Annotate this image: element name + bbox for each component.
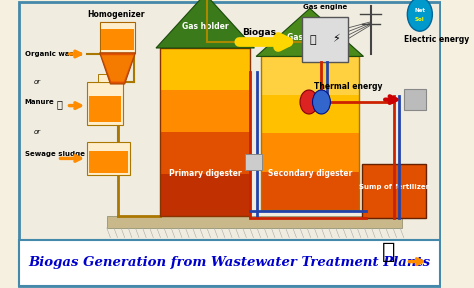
Text: 🐄: 🐄 xyxy=(56,99,63,109)
Text: Manure: Manure xyxy=(25,99,55,105)
Polygon shape xyxy=(156,0,255,48)
Text: Primary digester: Primary digester xyxy=(169,170,242,179)
FancyBboxPatch shape xyxy=(404,89,426,110)
Text: 🚜: 🚜 xyxy=(382,242,395,262)
FancyBboxPatch shape xyxy=(161,174,250,216)
Text: or: or xyxy=(34,79,41,85)
Circle shape xyxy=(300,90,318,114)
Circle shape xyxy=(312,90,330,114)
Text: 👤: 👤 xyxy=(309,35,316,45)
Polygon shape xyxy=(101,55,134,82)
FancyBboxPatch shape xyxy=(161,132,250,174)
FancyBboxPatch shape xyxy=(89,151,128,173)
FancyBboxPatch shape xyxy=(302,17,348,62)
FancyBboxPatch shape xyxy=(261,56,359,95)
Text: Electric energy: Electric energy xyxy=(404,35,469,44)
FancyBboxPatch shape xyxy=(246,154,262,170)
FancyBboxPatch shape xyxy=(19,2,439,286)
Text: Homogenizer: Homogenizer xyxy=(87,10,145,19)
FancyBboxPatch shape xyxy=(161,48,250,90)
FancyBboxPatch shape xyxy=(100,22,136,53)
Polygon shape xyxy=(100,53,136,84)
Circle shape xyxy=(407,0,432,31)
Text: Sump of fertilizer: Sump of fertilizer xyxy=(359,184,429,190)
Text: Sol: Sol xyxy=(415,17,425,22)
Text: Biogas Generation from Wastewater Treatment Plants: Biogas Generation from Wastewater Treatm… xyxy=(28,256,430,269)
Text: Secondary digester: Secondary digester xyxy=(268,170,352,179)
FancyBboxPatch shape xyxy=(19,240,439,286)
Text: Gas holder: Gas holder xyxy=(182,22,228,31)
FancyBboxPatch shape xyxy=(362,164,426,218)
Text: Organic waste: Organic waste xyxy=(25,51,82,57)
FancyBboxPatch shape xyxy=(107,216,402,228)
Text: Biogas: Biogas xyxy=(242,28,276,37)
FancyBboxPatch shape xyxy=(261,133,359,172)
Text: Thermal energy: Thermal energy xyxy=(314,82,383,91)
Text: or: or xyxy=(34,129,41,135)
Text: Gas engine: Gas engine xyxy=(303,4,347,10)
FancyBboxPatch shape xyxy=(161,90,250,132)
Polygon shape xyxy=(256,8,364,56)
Text: ⚡: ⚡ xyxy=(332,35,340,45)
FancyBboxPatch shape xyxy=(87,82,123,125)
FancyBboxPatch shape xyxy=(261,95,359,133)
Text: Net: Net xyxy=(414,8,425,13)
Text: Gas holder: Gas holder xyxy=(286,33,333,42)
FancyBboxPatch shape xyxy=(101,29,134,50)
FancyBboxPatch shape xyxy=(89,96,121,122)
FancyBboxPatch shape xyxy=(261,172,359,210)
FancyBboxPatch shape xyxy=(87,142,130,175)
Text: Sewage sludge: Sewage sludge xyxy=(25,151,84,157)
FancyBboxPatch shape xyxy=(98,74,112,82)
